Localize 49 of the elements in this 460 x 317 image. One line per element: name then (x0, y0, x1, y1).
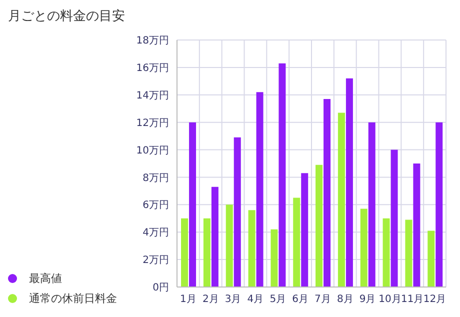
bar (293, 198, 300, 287)
x-tick-label: 2月 (202, 294, 219, 306)
x-tick-label: 4月 (247, 294, 264, 306)
x-tick-label: 12月 (423, 294, 446, 306)
x-tick-label: 9月 (359, 294, 376, 306)
bar (181, 218, 188, 287)
bar (211, 186, 218, 287)
bar (405, 220, 412, 287)
text: 月ごとの料金の目安 (8, 8, 126, 26)
legend-label: 通常の休前日料金 (29, 292, 117, 305)
y-tick-label: 2万円 (142, 255, 169, 266)
x-tick-label: 1月 (180, 294, 196, 306)
bar (256, 92, 264, 287)
y-tick-label: 16万円 (136, 62, 169, 74)
y-tick-label: 8万円 (142, 172, 169, 184)
bar (390, 150, 398, 287)
y-tick-label: 4万円 (142, 228, 169, 239)
bar (189, 122, 196, 287)
bar (413, 164, 420, 287)
x-tick-label: 3月 (224, 294, 242, 306)
bar (203, 218, 210, 287)
bar (428, 230, 435, 287)
bar (278, 63, 286, 287)
y-tick-label: 0円 (152, 282, 169, 294)
bar (270, 229, 278, 287)
y-tick-label: 10万円 (136, 145, 169, 156)
bar (301, 173, 308, 287)
x-tick-label: 5月 (270, 294, 286, 306)
bar (368, 122, 376, 287)
x-tick-label: 10月 (378, 294, 402, 306)
bar (316, 164, 323, 287)
bar (324, 99, 331, 287)
bar (234, 137, 241, 287)
y-tick-label: 12万円 (136, 118, 169, 129)
x-tick-label: 11月 (401, 294, 424, 306)
bar (226, 204, 233, 287)
legend-label: 最高値 (29, 272, 62, 285)
x-tick-label: 7月 (314, 294, 331, 306)
x-tick-label: 6月 (292, 294, 308, 306)
bar (436, 122, 443, 287)
y-tick-label: 18万円 (136, 36, 169, 47)
bar (248, 210, 256, 287)
bar (360, 208, 368, 287)
bar (346, 78, 353, 287)
bar (338, 112, 345, 287)
bar (382, 218, 390, 287)
y-tick-label: 14万円 (136, 90, 169, 102)
y-tick-label: 6万円 (142, 200, 169, 212)
x-tick-label: 8月 (336, 294, 354, 306)
